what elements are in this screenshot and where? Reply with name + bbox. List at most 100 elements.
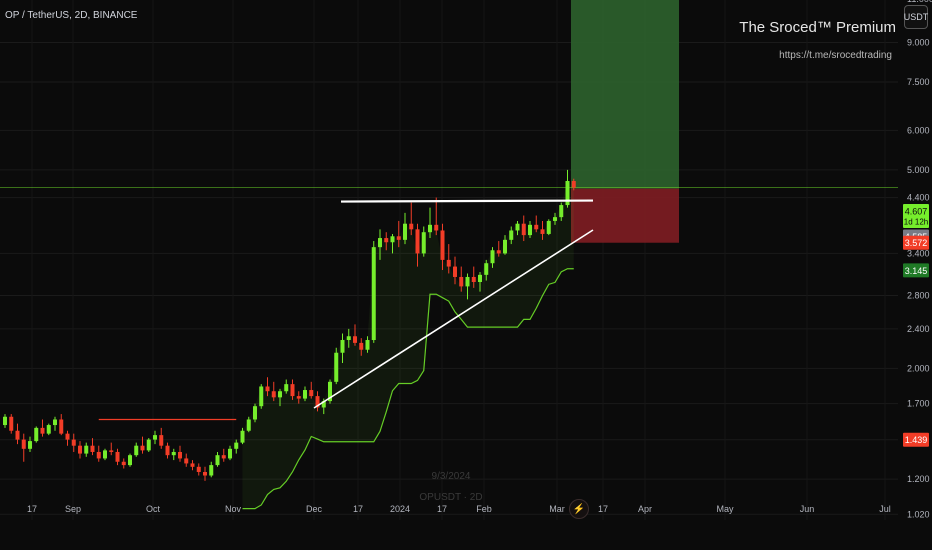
price-tick-label: 11.000 [907,0,932,4]
uptrend-band [242,268,574,510]
price-tick-label: 5.000 [907,165,930,175]
candle-body [203,471,207,476]
price-axis: 11.000 9.000 7.500 6.000 5.000 4.400 3.400 2.80… [907,0,932,519]
candle-body [303,390,307,399]
candle-body [84,445,89,454]
symbol-title[interactable]: OP / TetherUS, 2D, BINANCE [5,10,138,21]
candle-body [9,416,14,431]
price-label-text: 3.145 [905,266,928,276]
candle-body [484,263,489,275]
candle-body [196,466,201,472]
candle-body [121,461,126,466]
candle-body [346,336,351,341]
candlestick-series [3,169,576,481]
candle-body [184,458,189,464]
countdown-label: 1d 12h [904,218,928,227]
candle-body [353,336,357,343]
lightning-icon[interactable]: ⚡ [569,499,589,519]
time-tick-label: Mar [549,504,565,514]
time-tick-label: Jul [879,504,891,514]
usdt-icon[interactable]: USDT [904,5,928,29]
candle-body [365,340,370,350]
time-tick-label: Nov [225,504,242,514]
trend-bands [98,180,574,510]
candle-body [65,433,70,440]
watermark-date: 9/3/2024 [431,471,471,482]
candle-body [503,239,507,254]
candle-body [71,439,76,446]
time-tick-label: Jun [800,504,815,514]
trendlines [313,199,594,409]
branding-link[interactable]: https://t.me/srocedtrading [779,50,892,61]
candle-body [415,229,420,254]
candle-body [28,441,32,449]
price-tick-label: 1.200 [907,474,930,484]
candle-body [259,386,264,407]
time-tick-label: May [716,504,734,514]
candle-body [453,266,457,277]
candle-body [421,232,426,254]
candle-body [409,223,414,230]
price-tick-label: 9.000 [907,38,930,48]
candle-body [221,455,226,459]
candle-body [528,224,532,236]
candle-body [115,451,120,462]
candle-body [371,247,376,341]
candle-body [296,396,301,399]
candle-body [559,205,564,218]
candle-body [109,450,114,452]
candle-body [103,450,107,459]
profit-zone [571,0,679,189]
time-tick-label: Sep [65,504,81,514]
candle-body [315,396,320,408]
candle-body [509,230,514,240]
candle-body [546,220,551,234]
time-tick-label: Dec [306,504,323,514]
candle-body [178,451,182,459]
candle-body [403,223,407,240]
candle-body [190,463,195,467]
candle-body [328,381,332,402]
candle-body [490,250,495,264]
candle-body [246,419,251,431]
candle-body [96,451,101,459]
candle-body [21,439,26,449]
candle-body [134,445,139,456]
candle-body [565,180,570,206]
candle-body [215,455,220,466]
candle-body [321,401,326,408]
candle-body [90,445,95,452]
candle-body [540,229,545,234]
candle-body [59,419,64,434]
branding-title: The Sroced™ Premium [739,19,896,36]
candle-body [428,224,432,233]
price-tick-label: 1.700 [907,399,930,409]
resistance-line [340,199,594,203]
candle-body [378,238,382,248]
candle-body [515,223,520,231]
candle-body [40,427,45,434]
candle-body [253,406,257,420]
time-tick-label: Oct [146,504,161,514]
candle-body [146,439,151,451]
candle-body [159,435,164,446]
candle-body [153,435,157,440]
candle-body [128,455,132,466]
candle-body [78,445,82,454]
time-tick-label: Feb [476,504,492,514]
candle-body [465,276,470,287]
time-tick-label: 17 [27,504,37,514]
candle-body [471,276,476,282]
candle-body [571,180,576,188]
candle-body [34,427,39,442]
candle-body [265,386,270,392]
candle-body [228,448,232,459]
candle-body [384,238,389,243]
candle-body [390,236,395,243]
price-tick-label: 3.400 [907,248,930,258]
price-tick-label: 7.500 [907,77,930,87]
price-label-text: 4.607 [905,207,928,217]
price-tick-label: 2.800 [907,291,930,301]
candle-body [440,230,445,260]
